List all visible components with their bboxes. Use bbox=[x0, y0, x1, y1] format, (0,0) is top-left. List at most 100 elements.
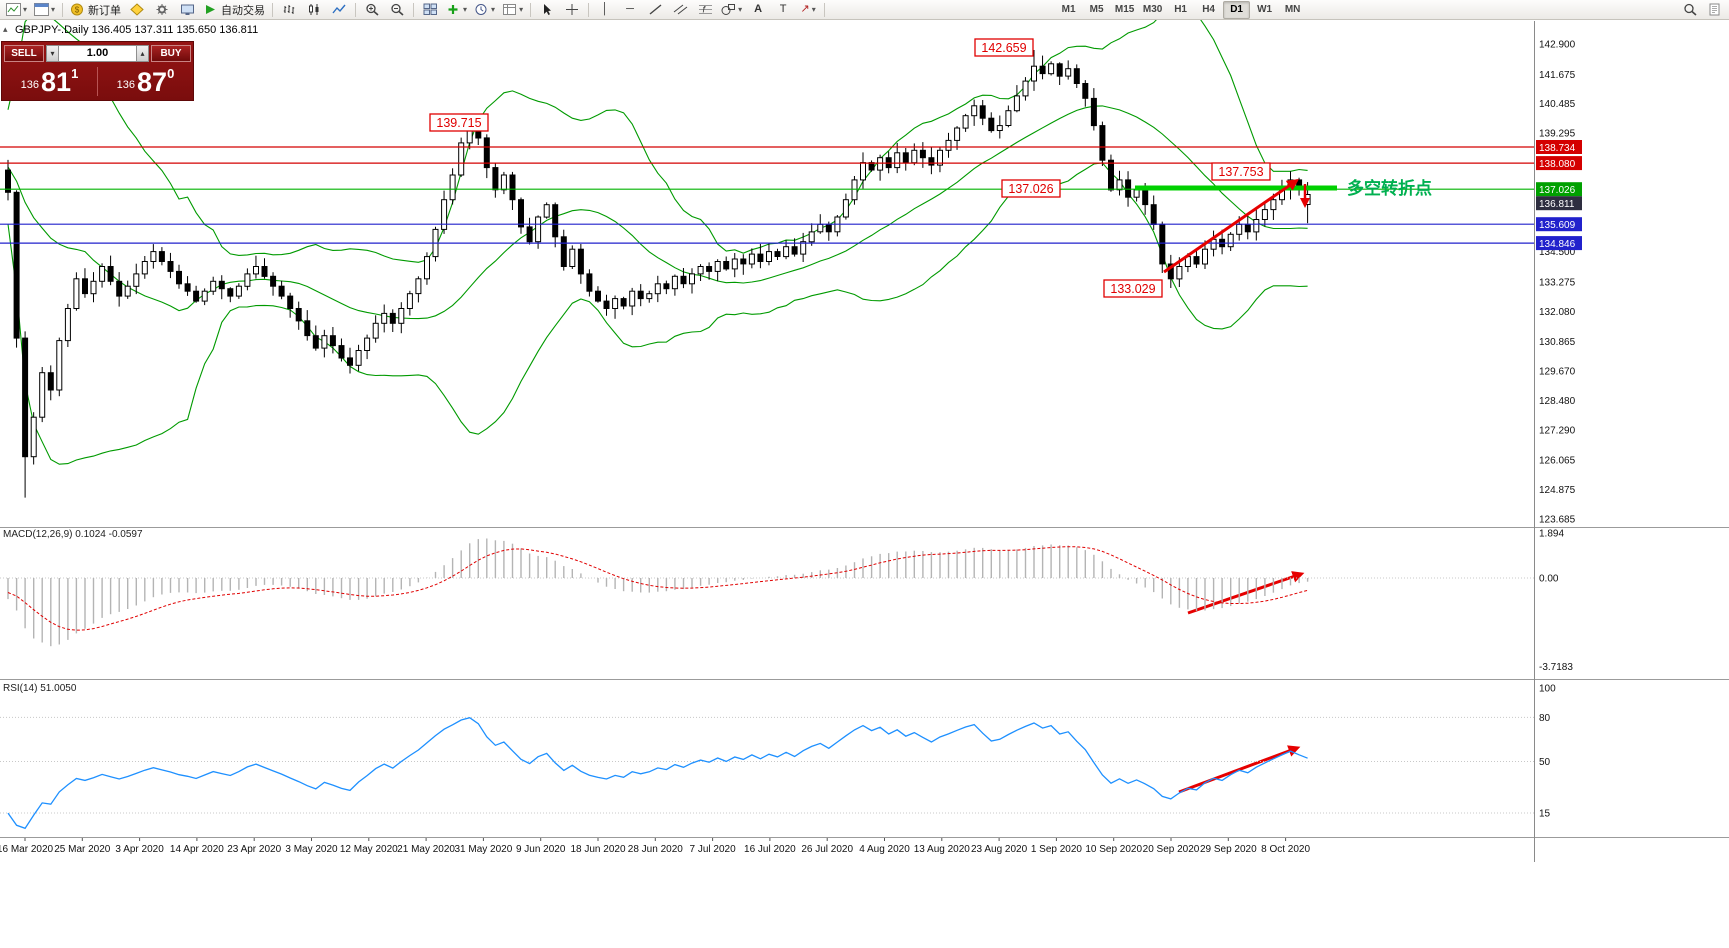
new-chart-icon[interactable]: ▾ bbox=[3, 0, 30, 20]
turning-point-label[interactable]: 多空转折点 bbox=[1347, 178, 1432, 198]
timeframe-w1-button[interactable]: W1 bbox=[1257, 4, 1273, 15]
toolbar-separator bbox=[824, 2, 826, 17]
price-label-flag[interactable]: 139.715 bbox=[429, 113, 489, 132]
bar-chart-icon[interactable] bbox=[277, 0, 301, 20]
fullscreen-icon[interactable] bbox=[175, 0, 199, 20]
svg-text:1.894: 1.894 bbox=[1539, 528, 1564, 539]
price-label-flag[interactable]: 142.659 bbox=[974, 38, 1034, 57]
price-axis-badge: 136.811 bbox=[1536, 196, 1582, 211]
svg-text:9 Jun 2020: 9 Jun 2020 bbox=[516, 844, 566, 855]
arrows-icon[interactable]: ↗ ▾ bbox=[800, 3, 816, 15]
svg-text:16 Jul 2020: 16 Jul 2020 bbox=[744, 844, 796, 855]
price-label-flag[interactable]: 133.029 bbox=[1103, 279, 1163, 298]
svg-text:20 Sep 2020: 20 Sep 2020 bbox=[1143, 844, 1200, 855]
trendline-icon[interactable] bbox=[643, 0, 667, 20]
svg-text:134.846: 134.846 bbox=[1539, 239, 1576, 250]
svg-text:7 Jul 2020: 7 Jul 2020 bbox=[690, 844, 737, 855]
sell-price-point: 1 bbox=[71, 66, 79, 81]
candlestick-chart-icon[interactable] bbox=[302, 0, 326, 20]
vertical-line-icon[interactable]: │ bbox=[601, 3, 609, 15]
tile-windows-icon[interactable] bbox=[418, 0, 442, 20]
svg-text:1 Sep 2020: 1 Sep 2020 bbox=[1031, 844, 1083, 855]
trade-panel-prices: 136 81 1 136 87 0 bbox=[2, 63, 193, 100]
horizontal-line-icon[interactable]: ─ bbox=[626, 3, 634, 15]
price-label-flag[interactable]: 137.753 bbox=[1211, 162, 1271, 181]
one-click-collapse-icon[interactable]: ▴ bbox=[3, 24, 8, 34]
svg-text:138.734: 138.734 bbox=[1539, 143, 1576, 154]
price-axis[interactable]: 142.900 141.675 140.485 139.295 134.500 133.2… bbox=[1539, 40, 1576, 526]
timeframe-m5-button[interactable]: M5 bbox=[1089, 4, 1104, 15]
svg-text:12 May 2020: 12 May 2020 bbox=[340, 844, 398, 855]
rsi-label: RSI(14) 51.0050 bbox=[3, 683, 77, 694]
buy-price: 136 87 0 bbox=[98, 63, 193, 100]
sell-button[interactable]: SELL bbox=[4, 44, 44, 62]
price-axis-badge: 138.080 bbox=[1536, 156, 1582, 170]
timeframe-d1-button[interactable]: D1 bbox=[1223, 0, 1251, 19]
zoom-out-icon[interactable] bbox=[385, 0, 409, 20]
sell-price-pips: 81 bbox=[41, 67, 72, 98]
svg-text:142.900: 142.900 bbox=[1539, 40, 1576, 51]
svg-text:133.275: 133.275 bbox=[1539, 277, 1576, 288]
timeframe-m1-button[interactable]: M1 bbox=[1061, 4, 1076, 15]
cursor-icon[interactable] bbox=[535, 0, 559, 20]
macd-label: MACD(12,26,9) 0.1024 -0.0597 bbox=[3, 529, 143, 540]
time-axis[interactable]: 16 Mar 2020 25 Mar 2020 3 Apr 2020 14 Apr 2… bbox=[0, 838, 1310, 855]
crosshair-icon[interactable] bbox=[560, 0, 584, 20]
svg-text:134.500: 134.500 bbox=[1539, 247, 1576, 258]
svg-text:138.080: 138.080 bbox=[1539, 159, 1576, 170]
volume-increase-button[interactable]: ▴ bbox=[136, 44, 149, 62]
svg-text:-3.7183: -3.7183 bbox=[1539, 662, 1573, 673]
fibonacci-icon[interactable]: f bbox=[693, 0, 717, 20]
svg-text:29 Sep 2020: 29 Sep 2020 bbox=[1200, 844, 1257, 855]
volume-decrease-button[interactable]: ▾ bbox=[46, 44, 59, 62]
svg-text:50: 50 bbox=[1539, 757, 1551, 768]
line-chart-icon[interactable] bbox=[327, 0, 351, 20]
svg-text:14 Apr 2020: 14 Apr 2020 bbox=[170, 844, 224, 855]
timeframe-m30-button[interactable]: M30 bbox=[1142, 4, 1163, 15]
timeframe-h1-button[interactable]: H1 bbox=[1174, 4, 1187, 15]
toolbar-right-icons bbox=[1678, 0, 1726, 20]
profiles-icon[interactable]: ▾ bbox=[31, 0, 58, 20]
indicators-icon[interactable]: ▾ bbox=[443, 0, 470, 20]
svg-text:126.065: 126.065 bbox=[1539, 456, 1576, 467]
svg-text:16 Mar 2020: 16 Mar 2020 bbox=[0, 844, 54, 855]
svg-text:136.811: 136.811 bbox=[1539, 199, 1575, 210]
periods-icon[interactable]: ▾ bbox=[471, 0, 498, 20]
svg-text:139.715: 139.715 bbox=[436, 116, 481, 130]
autotrading-button[interactable]: 自动交易 bbox=[200, 0, 268, 20]
timeframe-m15-button[interactable]: M15 bbox=[1114, 4, 1135, 15]
svg-text:128.480: 128.480 bbox=[1539, 396, 1576, 407]
svg-text:3 Apr 2020: 3 Apr 2020 bbox=[115, 844, 164, 855]
options-icon[interactable] bbox=[150, 0, 174, 20]
svg-text:139.295: 139.295 bbox=[1539, 129, 1576, 140]
price-axis-badge: 137.026 bbox=[1536, 182, 1582, 197]
volume-input[interactable]: 1.00 bbox=[59, 44, 136, 62]
svg-text:124.875: 124.875 bbox=[1539, 485, 1576, 496]
metaeditor-icon[interactable] bbox=[125, 0, 149, 20]
svg-text:$: $ bbox=[75, 6, 80, 15]
svg-text:141.675: 141.675 bbox=[1539, 70, 1576, 81]
help-icon[interactable] bbox=[1702, 0, 1726, 20]
svg-text:142.659: 142.659 bbox=[981, 41, 1026, 55]
svg-text:23 Aug 2020: 23 Aug 2020 bbox=[971, 844, 1028, 855]
text-icon[interactable]: A bbox=[754, 3, 763, 15]
templates-icon[interactable]: ▾ bbox=[499, 0, 526, 20]
toolbar-spacer bbox=[829, 9, 1054, 10]
new-order-button[interactable]: $ 新订单 bbox=[67, 0, 124, 20]
symbol-search-icon[interactable] bbox=[1678, 0, 1702, 20]
support-zone-line[interactable] bbox=[1135, 185, 1337, 191]
shapes-icon[interactable]: ▾ bbox=[718, 0, 745, 20]
trend-arrow[interactable] bbox=[1178, 745, 1301, 794]
price-label-flag[interactable]: 137.026 bbox=[1001, 179, 1061, 198]
zoom-in-icon[interactable] bbox=[360, 0, 384, 20]
svg-text:28 Jun 2020: 28 Jun 2020 bbox=[628, 844, 683, 855]
svg-text:3 May 2020: 3 May 2020 bbox=[285, 844, 338, 855]
trend-arrow[interactable] bbox=[1163, 178, 1299, 274]
buy-price-point: 0 bbox=[167, 66, 175, 81]
channel-icon[interactable] bbox=[668, 0, 692, 20]
text-label-icon[interactable]: T bbox=[779, 3, 787, 15]
buy-button[interactable]: BUY bbox=[151, 44, 191, 62]
timeframe-h4-button[interactable]: H4 bbox=[1202, 4, 1215, 15]
timeframe-mn-button[interactable]: MN bbox=[1284, 4, 1301, 15]
